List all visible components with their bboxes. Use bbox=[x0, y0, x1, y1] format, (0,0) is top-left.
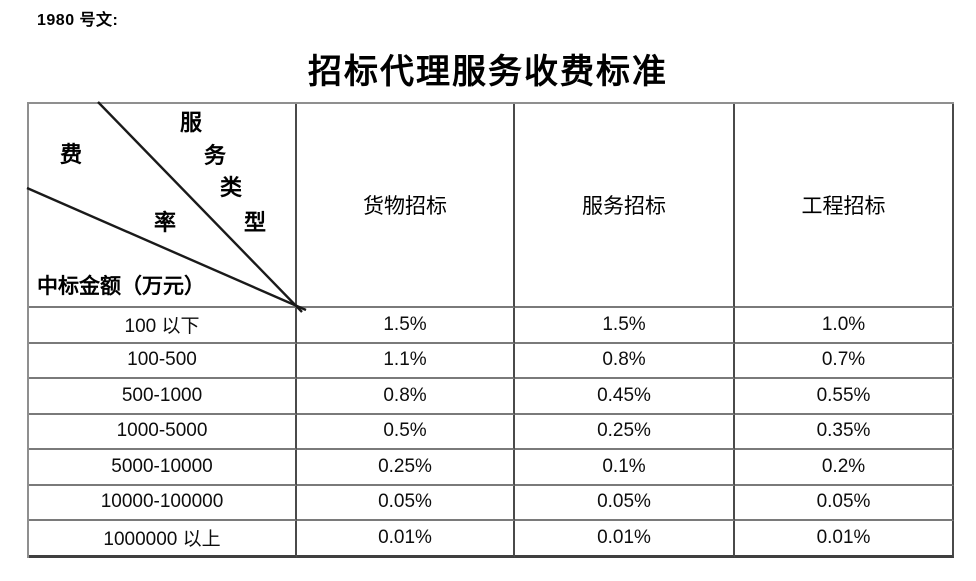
page-title: 招标代理服务收费标准 bbox=[308, 54, 668, 91]
amount-range-cell: 500-1000 bbox=[29, 379, 297, 415]
amount-range-cell: 100-500 bbox=[29, 343, 297, 379]
diagonal-corner-cell: 服 务 类 型 费 率 中标金额（万元） bbox=[26, 101, 307, 313]
rate-cell: 0.2% bbox=[735, 450, 954, 486]
rate-cell: 0.05% bbox=[515, 485, 735, 521]
amount-range-cell: 10000-100000 bbox=[29, 485, 297, 521]
rate-cell: 0.55% bbox=[735, 379, 954, 415]
table-row: 100-500 1.1% 0.8% 0.7% bbox=[29, 343, 954, 379]
amount-range-cell: 5000-10000 bbox=[29, 450, 297, 486]
amount-range-cell: 100 以下 bbox=[29, 308, 297, 344]
rate-cell: 0.45% bbox=[515, 379, 735, 415]
rate-cell: 0.35% bbox=[735, 414, 954, 450]
diagonal-lines bbox=[26, 101, 307, 313]
rate-cell: 1.5% bbox=[515, 308, 735, 344]
rate-cell: 0.7% bbox=[735, 343, 954, 379]
corner-char-service-type-2: 务 bbox=[204, 143, 227, 168]
corner-char-service-type-1: 服 bbox=[180, 110, 203, 135]
rate-cell: 1.5% bbox=[297, 308, 515, 344]
rate-cell: 0.8% bbox=[515, 343, 735, 379]
table-row: 5000-10000 0.25% 0.1% 0.2% bbox=[29, 450, 954, 486]
rate-cell: 0.05% bbox=[297, 485, 515, 521]
corner-char-service-type-4: 型 bbox=[244, 210, 267, 235]
corner-char-fee-rate-1: 费 bbox=[60, 142, 83, 167]
fee-standard-table: 服 务 类 型 费 率 中标金额（万元） 货物招标 服务招标 工程招标 100 … bbox=[26, 101, 954, 558]
rate-cell: 0.01% bbox=[735, 521, 954, 558]
rate-cell: 1.1% bbox=[297, 343, 515, 379]
rate-cell: 0.8% bbox=[297, 379, 515, 415]
corner-char-service-type-3: 类 bbox=[220, 175, 243, 200]
column-header-service: 服务招标 bbox=[515, 104, 735, 308]
rate-cell: 0.01% bbox=[515, 521, 735, 558]
row-axis-label: 中标金额（万元） bbox=[37, 274, 205, 298]
column-header-goods: 货物招标 bbox=[297, 104, 515, 308]
rate-cell: 0.1% bbox=[515, 450, 735, 486]
rate-cell: 0.01% bbox=[297, 521, 515, 558]
rate-cell: 0.25% bbox=[297, 450, 515, 486]
table-row: 1000-5000 0.5% 0.25% 0.35% bbox=[29, 414, 954, 450]
doc-number-label: 1980 号文: bbox=[37, 12, 119, 29]
rate-cell: 0.25% bbox=[515, 414, 735, 450]
header-row: 服 务 类 型 费 率 中标金额（万元） 货物招标 服务招标 工程招标 bbox=[26, 101, 954, 313]
column-header-engineering: 工程招标 bbox=[735, 104, 954, 308]
table-row: 1000000 以上 0.01% 0.01% 0.01% bbox=[29, 521, 954, 558]
table-row: 500-1000 0.8% 0.45% 0.55% bbox=[29, 379, 954, 415]
corner-char-fee-rate-2: 率 bbox=[154, 210, 177, 235]
fee-table-body: 100 以下 1.5% 1.5% 1.0% 100-500 1.1% 0.8% 0.7% 500… bbox=[29, 308, 954, 558]
rate-cell: 0.05% bbox=[735, 485, 954, 521]
rate-cell: 0.5% bbox=[297, 414, 515, 450]
amount-range-cell: 1000000 以上 bbox=[29, 521, 297, 558]
table-row: 10000-100000 0.05% 0.05% 0.05% bbox=[29, 485, 954, 521]
rate-cell: 1.0% bbox=[735, 308, 954, 344]
amount-range-cell: 1000-5000 bbox=[29, 414, 297, 450]
table-row: 100 以下 1.5% 1.5% 1.0% bbox=[29, 308, 954, 344]
